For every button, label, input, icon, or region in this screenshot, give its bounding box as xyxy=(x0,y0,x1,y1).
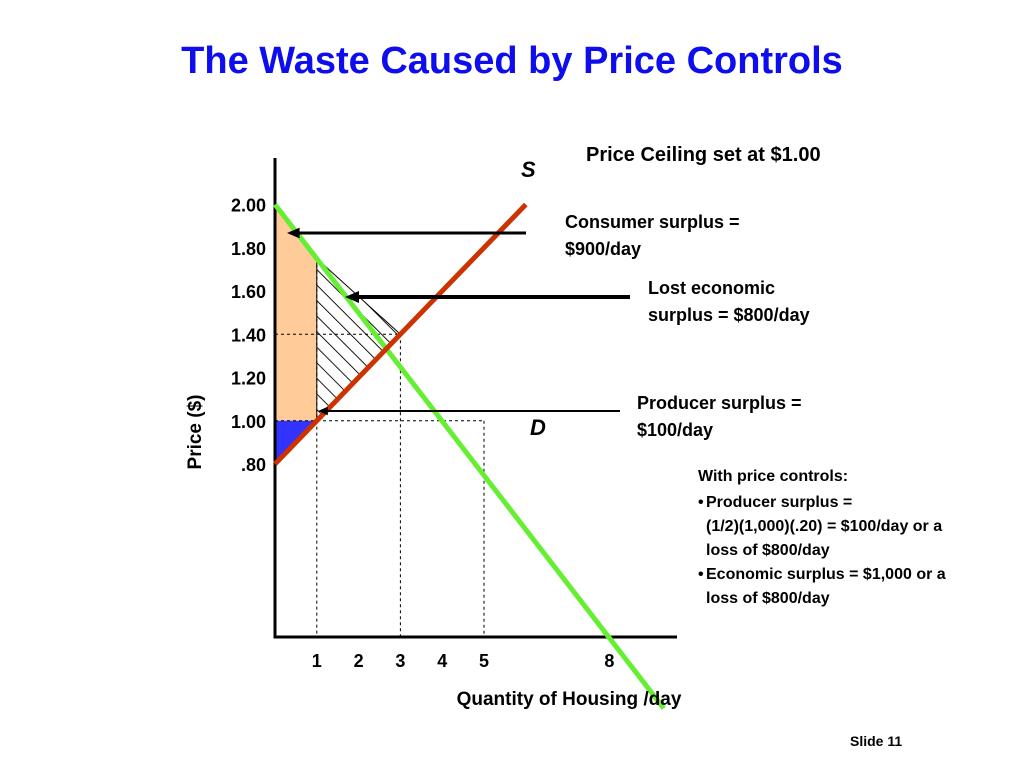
price-control-notes: With price controls: • Producer surplus … xyxy=(698,465,946,611)
x-tick-label: 3 xyxy=(395,651,405,671)
consumer-surplus-label: Consumer surplus = $900/day xyxy=(565,212,740,259)
y-tick-label: 2.00 xyxy=(231,196,266,216)
x-tick-label: 2 xyxy=(354,651,364,671)
supply-curve xyxy=(273,202,528,466)
demand-curve xyxy=(273,202,666,710)
ceiling-label: Price Ceiling set at $1.00 xyxy=(586,144,821,166)
demand-label: D xyxy=(530,415,546,440)
x-tick-label: 4 xyxy=(437,651,447,671)
producer-surplus-label: Producer surplus = $100/day xyxy=(637,393,802,440)
x-tick-label: 5 xyxy=(479,651,489,671)
x-tick-label: 1 xyxy=(312,651,322,671)
bullet-dot: • xyxy=(698,494,704,511)
supply-label: S xyxy=(521,157,536,182)
slide-number: Slide 11 xyxy=(850,733,903,749)
lost-surplus-area xyxy=(316,257,402,422)
y-tick-label: .80 xyxy=(241,455,266,475)
consumer-surplus-arrow-head xyxy=(287,227,300,239)
y-tick-label: 1.80 xyxy=(231,239,266,259)
y-tick-label: 1.40 xyxy=(231,325,266,345)
y-axis-label: Price ($) xyxy=(185,395,206,470)
lost-surplus-label: Lost economic surplus = $800/day xyxy=(648,278,810,325)
x-axis-label: Quantity of Housing /day xyxy=(457,689,682,710)
notes-bullet: • Producer surplus = (1/2)(1,000)(.20) =… xyxy=(698,491,946,563)
notes-bullet: • Economic surplus = $1,000 or a loss of… xyxy=(698,563,946,611)
notes-heading: With price controls: xyxy=(698,468,849,485)
notes-bullet-text: Producer surplus = (1/2)(1,000)(.20) = $… xyxy=(706,494,943,559)
slide-title: The Waste Caused by Price Controls xyxy=(181,40,843,82)
bullet-dot: • xyxy=(698,566,704,583)
y-tick-label: 1.60 xyxy=(231,282,266,302)
producer-surplus-arrow-head xyxy=(318,406,328,416)
x-tick-label: 8 xyxy=(604,651,614,671)
y-tick-label: 1.20 xyxy=(231,369,266,389)
lost-surplus-arrow-head xyxy=(345,291,359,303)
y-tick-label: 1.00 xyxy=(231,412,266,432)
notes-bullet-text: Economic surplus = $1,000 or a loss of $… xyxy=(706,566,946,607)
consumer-surplus-area xyxy=(275,204,317,421)
